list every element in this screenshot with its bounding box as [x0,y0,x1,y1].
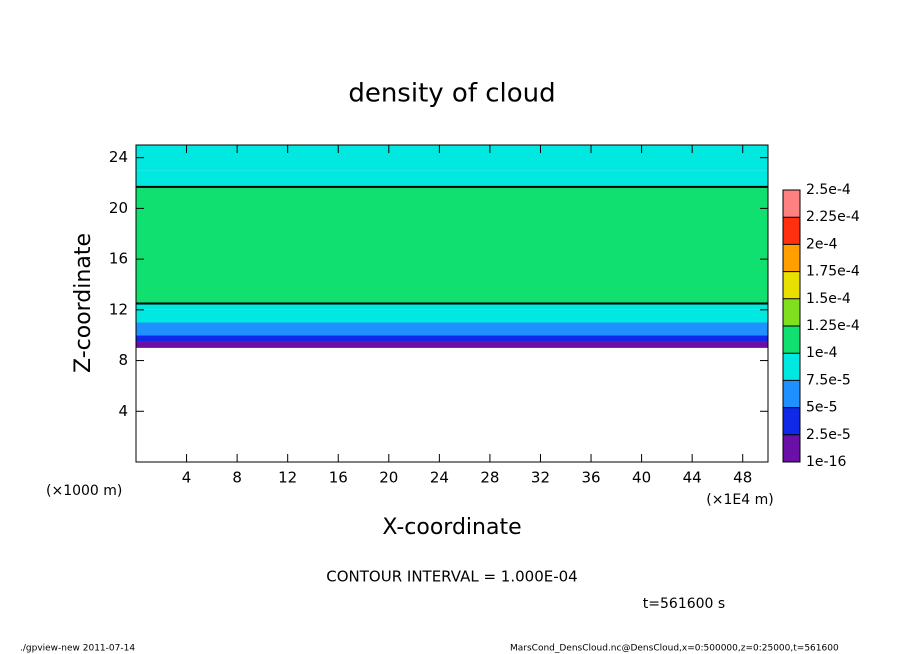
colorbar-label: 1.25e-4 [806,318,860,334]
colorbar-swatch [783,271,800,299]
y-tick-label: 20 [109,199,128,217]
y-tick-label: 8 [118,351,128,369]
colorbar-swatch [783,217,800,245]
y-tick-label: 12 [109,300,128,318]
x-axis-label: X-coordinate [382,515,521,540]
y-unit: (×1000 m) [46,483,122,499]
colorbar-swatch [783,244,800,272]
colorbar-swatch [783,326,800,354]
field-layer [136,335,768,342]
chart-title: density of cloud [348,79,555,109]
colorbar-swatch [783,353,800,381]
x-unit: (×1E4 m) [706,492,773,508]
colorbar-label: 1e-16 [806,454,846,470]
colorbar-swatch [783,434,800,462]
y-tick-label: 16 [109,250,128,268]
colorbar-label: 2.5e-4 [806,182,851,198]
contour-interval: CONTOUR INTERVAL = 1.000E-04 [326,568,577,586]
colorbar-label: 7.5e-5 [806,372,851,388]
x-tick-label: 12 [278,469,297,487]
x-tick-label: 40 [632,469,651,487]
colorbar-swatch [783,380,800,408]
colorbar-label: 1.5e-4 [806,291,851,307]
colorbar-label: 1.75e-4 [806,264,860,280]
x-tick-label: 32 [531,469,550,487]
field-layer [136,186,768,304]
colorbar-swatch [783,407,800,435]
x-tick-label: 16 [329,469,348,487]
field-layer [136,341,768,348]
plot-frame [135,144,769,463]
x-tick-label: 20 [379,469,398,487]
colorbar-label: 2.5e-5 [806,427,851,443]
field-layer [136,322,768,336]
x-tick-label: 36 [581,469,600,487]
colorbar-swatch [783,298,800,326]
y-tick-label: 24 [109,148,128,166]
y-tick-label: 4 [118,402,128,420]
footer-right: MarsCond_DensCloud.nc@DensCloud,x=0:5000… [510,644,839,654]
y-axis-label: Z-coordinate [71,233,96,373]
x-tick-label: 28 [480,469,499,487]
x-tick-label: 48 [733,469,752,487]
x-tick-label: 44 [683,469,702,487]
colorbar-label: 2.25e-4 [806,209,860,225]
field-layer [136,145,768,171]
field-layer [136,303,768,310]
x-tick-label: 24 [430,469,449,487]
field-layer [136,309,768,323]
time-label: t=561600 s [643,596,725,612]
colorbar-swatch [783,190,800,218]
footer-left: ./gpview-new 2011-07-14 [20,644,135,654]
x-tick-label: 8 [232,469,242,487]
x-tick-label: 4 [182,469,192,487]
colorbar-label: 1e-4 [806,345,838,361]
colorbar-label: 5e-5 [806,400,837,416]
field-layer [136,170,768,187]
colorbar-label: 2e-4 [806,236,838,252]
